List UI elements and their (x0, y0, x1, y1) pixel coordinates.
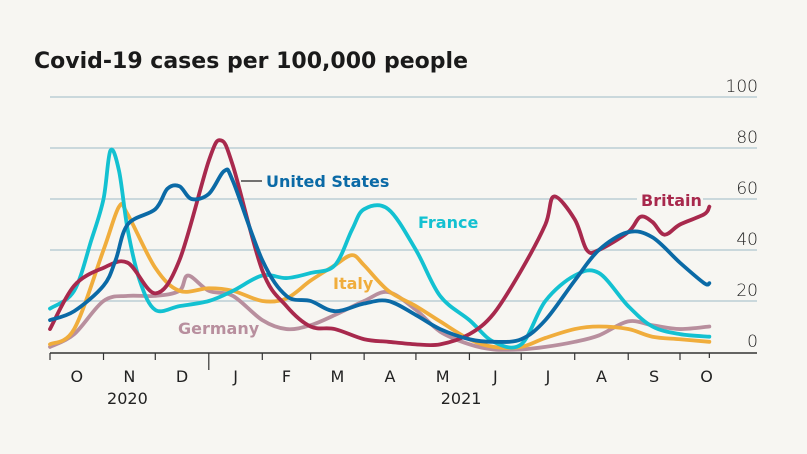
label-germany: Germany (178, 319, 260, 338)
series-lines (48, 138, 712, 352)
x-axis: O N D J F M A M J J A S O 2020 2021 (49, 352, 757, 408)
x-tick-label: M (330, 367, 344, 386)
y-tick-label: 80 (736, 128, 758, 148)
y-axis: 0 20 40 60 80 100 (726, 77, 758, 352)
series-line-france (48, 147, 712, 350)
label-italy: Italy (333, 274, 374, 293)
y-tick-label: 100 (726, 77, 758, 97)
x-tick-label: O (700, 367, 713, 386)
x-tick-label: M (436, 367, 450, 386)
x-tick-label: A (385, 367, 396, 386)
chart-title: Covid-19 cases per 100,000 people (34, 49, 468, 74)
x-tick-label: J (232, 367, 238, 386)
x-tick-label: N (123, 367, 135, 386)
y-tick-label: 20 (736, 281, 758, 301)
series-line-britain (48, 138, 712, 348)
x-tick-label: J (492, 367, 498, 386)
x-tick-label: S (649, 367, 659, 386)
series-line-united-states (48, 167, 712, 344)
label-britain: Britain (641, 191, 702, 210)
gridlines (50, 96, 757, 302)
label-france: France (418, 213, 478, 232)
year-label: 2020 (107, 389, 148, 408)
britain-label-bg (637, 188, 703, 210)
year-label: 2021 (441, 389, 482, 408)
x-tick-label: F (282, 367, 291, 386)
series-line-italy (48, 201, 712, 350)
series-labels: United States France Italy Germany Brita… (178, 172, 703, 338)
series-line-germany (48, 273, 712, 352)
x-tick-label: D (176, 367, 188, 386)
y-tick-label: 40 (736, 230, 758, 250)
y-tick-label: 60 (736, 179, 758, 199)
y-tick-label: 0 (747, 332, 758, 352)
x-tick-label: O (70, 367, 83, 386)
label-united-states: United States (266, 172, 389, 191)
x-tick-label: A (596, 367, 607, 386)
x-tick-label: J (545, 367, 551, 386)
